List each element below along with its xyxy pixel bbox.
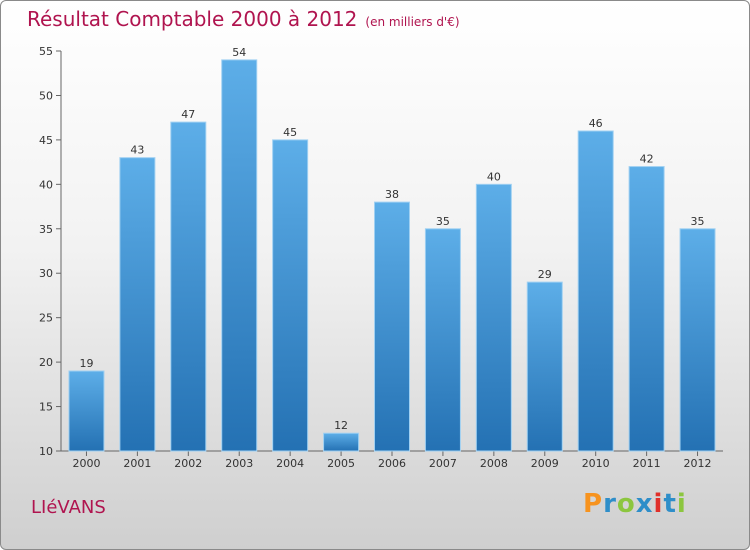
logo-letter: P — [583, 489, 604, 519]
y-tick-label: 40 — [39, 178, 53, 191]
value-label-2009: 29 — [538, 268, 552, 281]
x-tick-label-2008: 2008 — [480, 457, 508, 470]
value-label-2005: 12 — [334, 419, 348, 432]
bar-2009 — [526, 281, 563, 452]
chart-title-text: Résultat Comptable 2000 à 2012 — [27, 7, 358, 31]
bar-2005 — [323, 432, 360, 452]
value-label-2007: 35 — [436, 215, 450, 228]
x-tick-label-2001: 2001 — [123, 457, 151, 470]
y-tick-label: 10 — [39, 445, 53, 458]
bar-2011 — [628, 166, 665, 452]
bar-2007 — [424, 228, 461, 452]
chart-subtitle: (en milliers d'€) — [365, 15, 460, 29]
x-tick-label-2012: 2012 — [684, 457, 712, 470]
bar-2008 — [475, 183, 512, 452]
logo-letter: o — [616, 489, 636, 519]
value-label-2001: 43 — [130, 144, 144, 157]
bar-2006 — [374, 201, 410, 452]
y-tick-label: 25 — [39, 312, 53, 325]
logo-letter: x — [635, 489, 654, 519]
y-tick-label: 20 — [39, 356, 53, 369]
bar-2010 — [577, 130, 614, 452]
x-tick-label-2007: 2007 — [429, 457, 457, 470]
logo-letter: i — [676, 489, 687, 519]
x-tick-label-2009: 2009 — [531, 457, 559, 470]
value-label-2006: 38 — [385, 188, 399, 201]
y-tick-label: 30 — [39, 267, 53, 280]
x-tick-label-2006: 2006 — [378, 457, 406, 470]
bar-2004 — [272, 139, 309, 452]
value-label-2004: 45 — [283, 126, 297, 139]
proxiti-logo: Proxiti — [583, 489, 687, 519]
value-label-2011: 42 — [640, 153, 654, 166]
value-label-2003: 54 — [232, 46, 246, 59]
chart-title: Résultat Comptable 2000 à 2012 (en millie… — [27, 7, 460, 31]
value-label-2010: 46 — [589, 117, 603, 130]
logo-letter: t — [663, 489, 677, 519]
x-tick-label-2002: 2002 — [174, 457, 202, 470]
x-tick-label-2010: 2010 — [582, 457, 610, 470]
value-label-2002: 47 — [181, 108, 195, 121]
y-tick-label: 45 — [39, 134, 53, 147]
bar-2000 — [68, 370, 105, 452]
bar-2001 — [119, 157, 156, 452]
y-tick-label: 50 — [39, 89, 53, 102]
commune-name: LIéVANS — [31, 497, 106, 518]
y-tick-label: 15 — [39, 401, 53, 414]
logo-letter: r — [603, 489, 617, 519]
bar-2002 — [170, 121, 207, 452]
x-tick-label-2011: 2011 — [633, 457, 661, 470]
y-tick-label: 55 — [39, 45, 53, 58]
value-label-2012: 35 — [691, 215, 705, 228]
logo-letter: i — [653, 489, 664, 519]
bar-2012 — [679, 228, 716, 452]
value-label-2000: 19 — [79, 357, 93, 370]
value-label-2008: 40 — [487, 170, 501, 183]
bar-2003 — [221, 59, 258, 452]
x-tick-label-2004: 2004 — [276, 457, 304, 470]
x-tick-label-2005: 2005 — [327, 457, 355, 470]
x-tick-label-2003: 2003 — [225, 457, 253, 470]
x-tick-label-2000: 2000 — [72, 457, 100, 470]
y-tick-label: 35 — [39, 223, 53, 236]
